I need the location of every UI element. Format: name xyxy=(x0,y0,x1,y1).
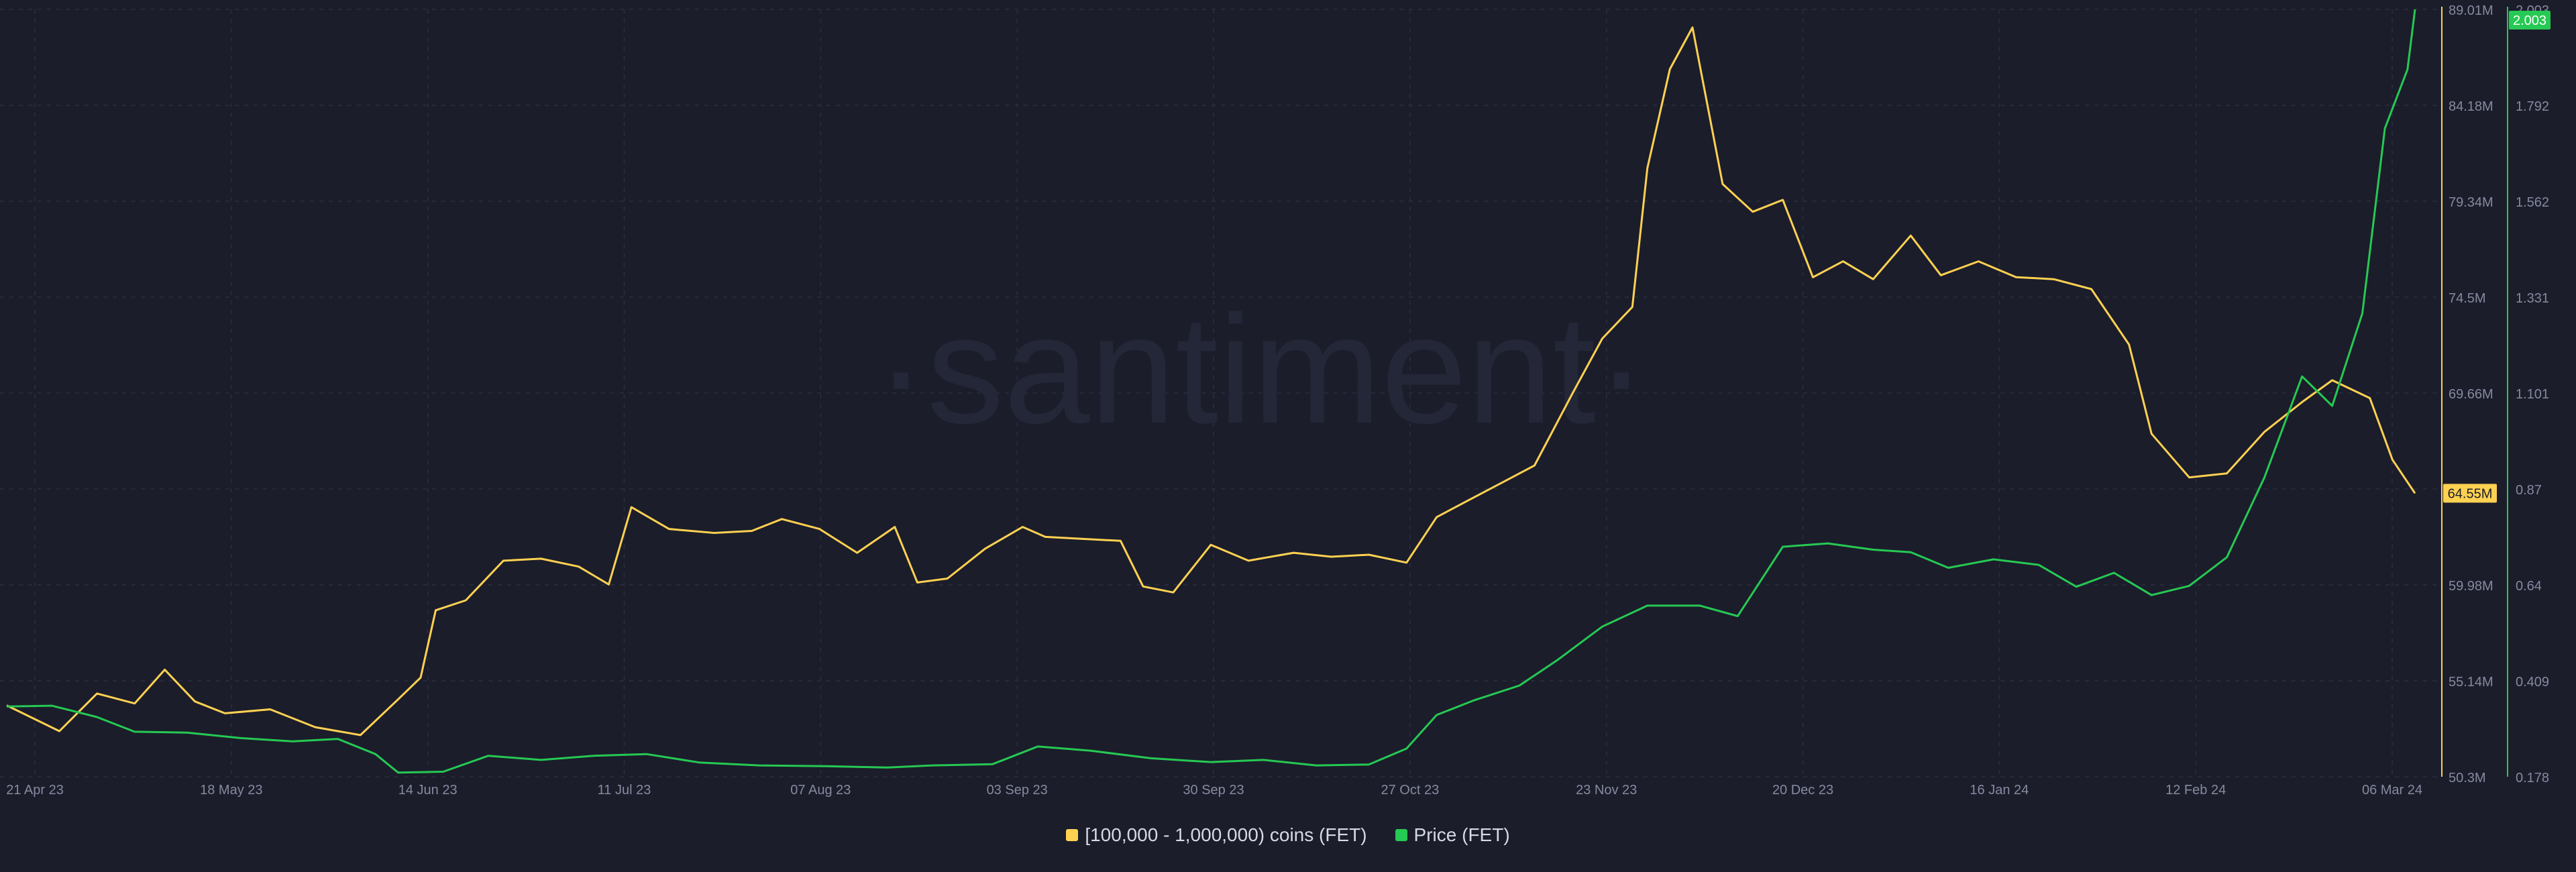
santiment-watermark: ·santiment· xyxy=(875,283,1647,455)
x-tick-label: 03 Sep 23 xyxy=(987,783,1048,798)
legend-item-holders[interactable]: [100,000 - 1,000,000) coins (FET) xyxy=(1066,824,1367,846)
right-tick-label: 0.87 xyxy=(2516,483,2542,498)
grid-lines xyxy=(0,9,2442,777)
right-tick-label: 1.331 xyxy=(2516,291,2549,306)
x-tick-label: 20 Dec 23 xyxy=(1772,783,1833,798)
left-tick-label: 59.98M xyxy=(2449,579,2493,594)
x-tick-label: 11 Jul 23 xyxy=(598,783,651,798)
left-tick-label: 89.01M xyxy=(2449,3,2493,18)
left-tick-label: 69.66M xyxy=(2449,387,2493,402)
x-tick-label: 16 Jan 24 xyxy=(1970,783,2029,798)
x-tick-label: 14 Jun 23 xyxy=(398,783,458,798)
last-value-labels: 64.55M 2.003 xyxy=(2443,11,2551,503)
holders-last-value-badge xyxy=(2443,484,2497,503)
x-tick-label: 06 Mar 24 xyxy=(2362,783,2422,798)
left-tick-label: 84.18M xyxy=(2449,99,2493,114)
x-tick-label: 30 Sep 23 xyxy=(1183,783,1244,798)
holders-swatch-icon xyxy=(1066,829,1079,841)
price-last-value-label: 2.003 xyxy=(2513,13,2546,28)
x-tick-label: 23 Nov 23 xyxy=(1576,783,1637,798)
x-axis-ticks: 21 Apr 23 18 May 23 14 Jun 23 11 Jul 23 07 A… xyxy=(6,783,2422,798)
left-tick-label: 55.14M xyxy=(2449,675,2493,690)
legend-item-price[interactable]: Price (FET) xyxy=(1395,824,1510,846)
x-tick-label: 27 Oct 23 xyxy=(1381,783,1439,798)
legend-label-holders: [100,000 - 1,000,000) coins (FET) xyxy=(1085,824,1367,845)
right-tick-label: 0.64 xyxy=(2516,579,2542,594)
right-tick-label: 0.178 xyxy=(2516,771,2549,785)
right-tick-label: 1.562 xyxy=(2516,195,2549,210)
holders-last-value-label: 64.55M xyxy=(2448,486,2493,501)
x-tick-label: 18 May 23 xyxy=(200,783,262,798)
series-layer xyxy=(6,9,2416,774)
price-swatch-icon xyxy=(1395,829,1407,841)
price-last-value-badge xyxy=(2509,11,2551,30)
left-tick-label: 50.3M xyxy=(2449,771,2486,785)
x-tick-label: 12 Feb 24 xyxy=(2165,783,2226,798)
right-tick-label: 1.101 xyxy=(2516,387,2549,402)
x-tick-label: 21 Apr 23 xyxy=(6,783,64,798)
right-tick-label: 0.409 xyxy=(2516,675,2549,690)
left-tick-label: 79.34M xyxy=(2449,195,2493,210)
price-series-line xyxy=(6,9,2416,774)
legend: [100,000 - 1,000,000) coins (FET) Price … xyxy=(0,824,2576,846)
left-tick-label: 74.5M xyxy=(2449,291,2486,306)
holders-series-line xyxy=(6,26,2416,737)
legend-label-price: Price (FET) xyxy=(1413,824,1510,845)
x-tick-label: 07 Aug 23 xyxy=(790,783,851,798)
right-tick-label: 1.792 xyxy=(2516,99,2549,114)
